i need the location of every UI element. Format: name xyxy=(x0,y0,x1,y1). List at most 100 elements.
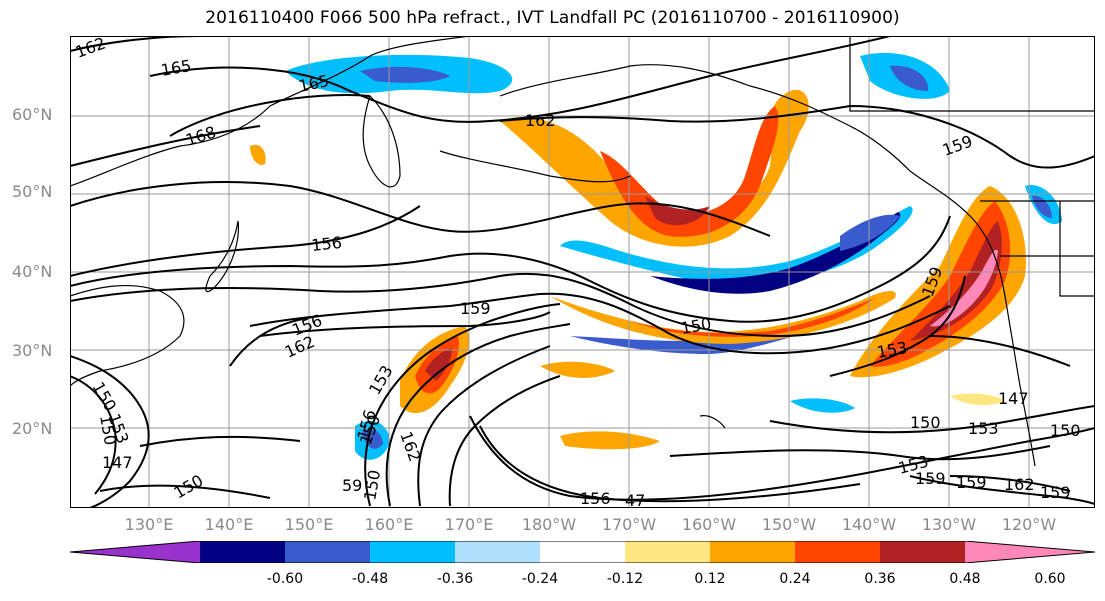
lat-label-20n: 20°N xyxy=(12,419,53,438)
contour-12 xyxy=(229,315,321,367)
contour-23 xyxy=(70,355,150,508)
contour-label: 150 xyxy=(96,413,120,446)
lon-label-140e: 140°E xyxy=(204,515,254,534)
colorbar-segment xyxy=(200,541,286,563)
shade-darkred-subtrop xyxy=(425,348,452,381)
lon-label-150w: 150°W xyxy=(761,515,817,534)
contour-label: 150 xyxy=(1050,421,1081,440)
colorbar-segment xyxy=(285,541,371,563)
contour-15 xyxy=(417,345,551,507)
coast-aleutians xyxy=(439,150,631,183)
shade-darkred-goa xyxy=(645,196,710,226)
contour-13 xyxy=(364,303,561,507)
contour-25 xyxy=(99,484,271,499)
contour-14 xyxy=(385,323,571,507)
contour-8 xyxy=(70,215,951,323)
contour-10 xyxy=(249,292,951,355)
contour-28 xyxy=(949,475,1071,492)
lon-label-180w: 180°W xyxy=(521,515,577,534)
shade-orange-lowright xyxy=(950,393,1005,406)
contour-22 xyxy=(929,335,1071,367)
contour-6 xyxy=(70,181,771,237)
map-panel: 162 165 165 168 162 159 156 156 162 159 … xyxy=(70,36,1095,508)
contour-label: 162 xyxy=(396,429,424,464)
lon-label-170e: 170°E xyxy=(444,515,494,534)
colorbar-tick-label: -0.60 xyxy=(266,571,304,587)
contour-label: 147 xyxy=(102,453,133,472)
colorbar-extend-high xyxy=(965,541,1095,563)
map-svg: 162 165 165 168 162 159 156 156 162 159 … xyxy=(70,36,1095,508)
shade-orange-west xyxy=(250,144,266,165)
contour-21 xyxy=(829,275,966,377)
contour-label: 159 xyxy=(956,473,987,492)
lon-label-120w: 120°W xyxy=(1001,515,1057,534)
colorbar-tick-label: 0.36 xyxy=(864,571,896,587)
contour-19 xyxy=(769,405,1095,434)
shade-orange-streak xyxy=(550,290,896,344)
lon-label-150e: 150°E xyxy=(284,515,334,534)
colorbar-segments xyxy=(70,541,1095,563)
coast-asia xyxy=(70,36,471,187)
shade-darkblue-band xyxy=(650,212,901,294)
plot-title: 2016110400 F066 500 hPa refract., IVT La… xyxy=(205,8,900,28)
contour-3 xyxy=(169,94,371,137)
colorbar-tick-label: 0.60 xyxy=(1034,571,1066,587)
contour-11 xyxy=(259,311,551,337)
contour-label: 47 xyxy=(625,491,645,508)
shade-darkblue-ne xyxy=(840,214,900,251)
contour-label: 159 xyxy=(460,299,491,318)
contour-label: 159 xyxy=(1040,483,1071,502)
lon-label-130w: 130°W xyxy=(921,515,977,534)
lon-label-130e: 130°E xyxy=(124,515,174,534)
contour-labels: 162 165 165 168 162 159 156 156 162 159 … xyxy=(73,36,1081,508)
contour-5 xyxy=(499,104,1095,169)
contour-label: 156 xyxy=(580,489,611,508)
contour-label: 153 xyxy=(365,362,397,398)
contour-9 xyxy=(70,272,931,338)
contour-label: 150 xyxy=(360,468,384,501)
colorbar-tick-label: 0.24 xyxy=(779,571,811,587)
contour-label: 159 xyxy=(940,131,975,159)
contour-label: 162 xyxy=(73,36,108,62)
contour-20 xyxy=(669,445,1051,461)
shade-red-coast xyxy=(870,201,1011,367)
contour-label: 150 xyxy=(89,379,121,415)
colorbar xyxy=(70,541,1095,563)
shading-layer xyxy=(250,52,1062,460)
contour-label: 59 xyxy=(342,476,362,495)
shade-blue-low xyxy=(790,398,855,413)
shade-darkblue-bering xyxy=(360,66,450,83)
colorbar-extend-low xyxy=(70,541,200,563)
contour-label: 153 xyxy=(968,419,999,438)
lon-label-140w: 140°W xyxy=(841,515,897,534)
shade-orange-low1 xyxy=(560,431,660,450)
contour-label: 162 xyxy=(525,111,556,130)
coast-korea-china xyxy=(70,284,185,387)
contour-label: 162 xyxy=(1004,475,1035,494)
contour-7 xyxy=(70,205,421,277)
colorbar-segment xyxy=(370,541,456,563)
contour-label: 165 xyxy=(159,56,192,80)
lat-label-40n: 40°N xyxy=(12,262,53,281)
coast-hawaii xyxy=(699,415,726,429)
coast-canada-inner xyxy=(849,36,1095,112)
colorbar-segment xyxy=(455,541,541,563)
coast-state1 xyxy=(1059,201,1095,297)
contour-17 xyxy=(469,415,1095,501)
lat-label-30n: 30°N xyxy=(12,341,53,360)
colorbar-tick-label: 0.48 xyxy=(949,571,981,587)
colorbar-segment xyxy=(880,541,966,563)
contours xyxy=(70,36,1095,508)
lat-label-60n: 60°N xyxy=(12,105,53,124)
contour-label: 150 xyxy=(171,471,207,503)
lon-label-160e: 160°E xyxy=(364,515,414,534)
colorbar-tick-label: -0.48 xyxy=(351,571,389,587)
contour-26 xyxy=(139,435,301,447)
lon-label-170w: 170°W xyxy=(601,515,657,534)
contour-18 xyxy=(479,425,861,503)
contour-label: 147 xyxy=(998,389,1029,408)
contour-4 xyxy=(70,125,261,167)
shade-orange-low2 xyxy=(540,361,615,378)
coast-kamchatka xyxy=(362,95,401,188)
contour-27 xyxy=(909,475,1095,505)
